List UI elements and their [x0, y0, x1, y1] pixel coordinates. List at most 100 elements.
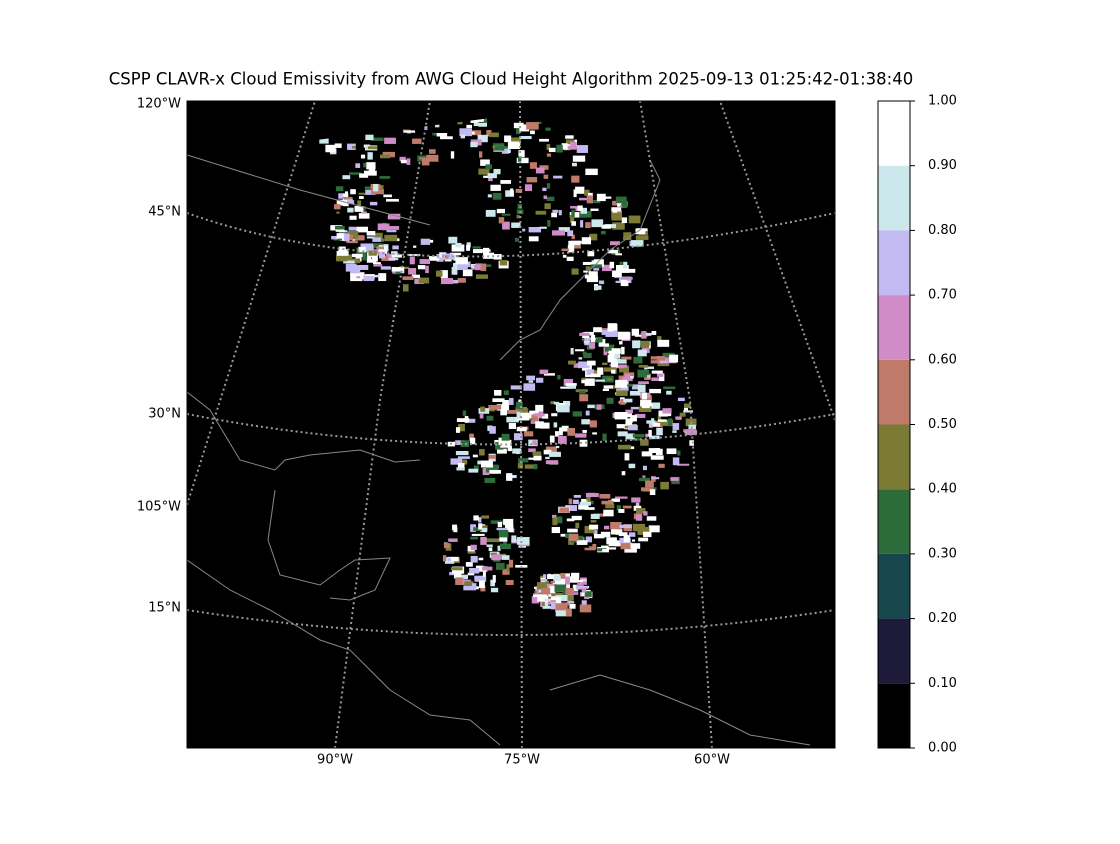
- cloud-pixel: [606, 397, 614, 404]
- cloud-pixel: [336, 211, 340, 214]
- cloud-pixel: [545, 446, 557, 454]
- cloud-pixel: [453, 527, 458, 533]
- cloud-pixel: [666, 448, 677, 455]
- cloud-pixel: [503, 518, 514, 526]
- cloud-pixel: [567, 245, 575, 253]
- cloud-pixel: [371, 243, 384, 248]
- cloud-pixel: [534, 586, 538, 589]
- cloud-pixel: [589, 524, 599, 530]
- cloud-pixel: [550, 580, 555, 584]
- cloud-pixel: [587, 251, 595, 257]
- cloud-pixel: [575, 522, 580, 529]
- cloud-pixel: [558, 227, 570, 232]
- cloud-pixel: [612, 323, 618, 332]
- cloud-pixel: [640, 400, 652, 409]
- cloud-pixel: [616, 390, 628, 396]
- axis-label: 60°W: [694, 753, 730, 768]
- cloud-pixel: [590, 334, 596, 343]
- cloud-pixel: [579, 604, 592, 613]
- cloud-pixel: [469, 433, 474, 441]
- cloud-pixel: [457, 462, 465, 471]
- cloud-pixel: [483, 119, 488, 123]
- cloud-pixel: [378, 246, 388, 254]
- cloud-pixel: [611, 498, 620, 502]
- cloud-pixel: [650, 455, 664, 460]
- cloud-pixel: [559, 427, 563, 436]
- cloud-pixel: [496, 527, 508, 531]
- cloud-pixel: [617, 204, 621, 207]
- cloud-pixel: [592, 432, 597, 435]
- cloud-pixel: [565, 533, 570, 539]
- coastline: [187, 154, 811, 746]
- cloud-pixel: [425, 265, 429, 274]
- cloud-pixel: [568, 245, 581, 249]
- cloud-pixel: [584, 274, 589, 279]
- cloud-pixel: [478, 118, 484, 122]
- cloud-pixel: [335, 186, 344, 192]
- cloud-pixel: [348, 172, 362, 175]
- cloud-pixel: [333, 204, 341, 210]
- cloud-pixel: [625, 433, 635, 440]
- cloud-pixel: [508, 137, 521, 146]
- cloud-pixel: [531, 414, 539, 422]
- cloud-pixel: [490, 184, 501, 191]
- cloud-pixel: [517, 155, 522, 163]
- cloud-pixel: [357, 200, 362, 208]
- cloud-pixel: [600, 531, 611, 538]
- cloud-pixel: [623, 535, 630, 543]
- cloud-pixel: [621, 356, 632, 360]
- cloud-pixel: [549, 451, 561, 457]
- cloud-pixel: [343, 260, 355, 264]
- cloud-pixel: [622, 425, 633, 429]
- cloud-pixel: [606, 537, 617, 545]
- cloud-pixel: [527, 414, 532, 418]
- cloud-pixel: [448, 236, 458, 244]
- cloud-pixel: [625, 409, 633, 414]
- cloud-pixel: [354, 206, 364, 212]
- cloud-pixel: [449, 252, 462, 256]
- cloud-pixel: [449, 571, 455, 576]
- cloud-pixel: [571, 268, 579, 275]
- cloud-pixel: [350, 273, 363, 282]
- cloud-pixel: [635, 514, 643, 521]
- cloud-pixel: [583, 341, 590, 344]
- cloud-pixel: [479, 580, 485, 589]
- cloud-pixel: [479, 449, 485, 456]
- cloud-pixel: [481, 528, 488, 533]
- cloud-pixel: [492, 192, 502, 200]
- cloud-pixel: [634, 413, 646, 418]
- cloud-pixel: [506, 473, 513, 481]
- cloud-pixel: [629, 390, 641, 396]
- cloud-pixel: [486, 464, 499, 473]
- cloud-pixel: [584, 525, 595, 534]
- cloud-pixel: [481, 515, 490, 519]
- cloud-pixel: [595, 379, 605, 382]
- cloud-pixel: [496, 448, 507, 454]
- cloud-pixel: [593, 268, 600, 271]
- cloud-pixel: [456, 418, 470, 423]
- colorbar-segment: [878, 553, 910, 619]
- cloud-pixel: [593, 327, 602, 333]
- cloud-pixel: [388, 226, 400, 230]
- cloud-pixel: [607, 250, 618, 254]
- cloud-pixel: [506, 416, 519, 423]
- cloud-pixel: [579, 390, 586, 394]
- cloud-pixel: [490, 552, 497, 556]
- cloud-pixel: [367, 252, 372, 260]
- cloud-pixel: [561, 143, 568, 150]
- cloud-pixel: [354, 235, 365, 241]
- cloud-pixel: [645, 332, 652, 336]
- cloud-pixel: [336, 233, 346, 239]
- cloud-pixel: [486, 130, 492, 137]
- cloud-pixel: [492, 575, 496, 583]
- cloud-pixel: [539, 138, 549, 142]
- cloud-pixel: [448, 538, 458, 542]
- cloud-pixel: [475, 565, 484, 569]
- cloud-pixel: [588, 271, 598, 279]
- cloud-pixel: [587, 360, 596, 366]
- cloud-pixel: [383, 194, 392, 198]
- cloud-pixel: [615, 364, 628, 369]
- cloud-pixel: [643, 531, 652, 538]
- cloud-pixel: [505, 190, 515, 197]
- cloud-pixel: [467, 418, 476, 423]
